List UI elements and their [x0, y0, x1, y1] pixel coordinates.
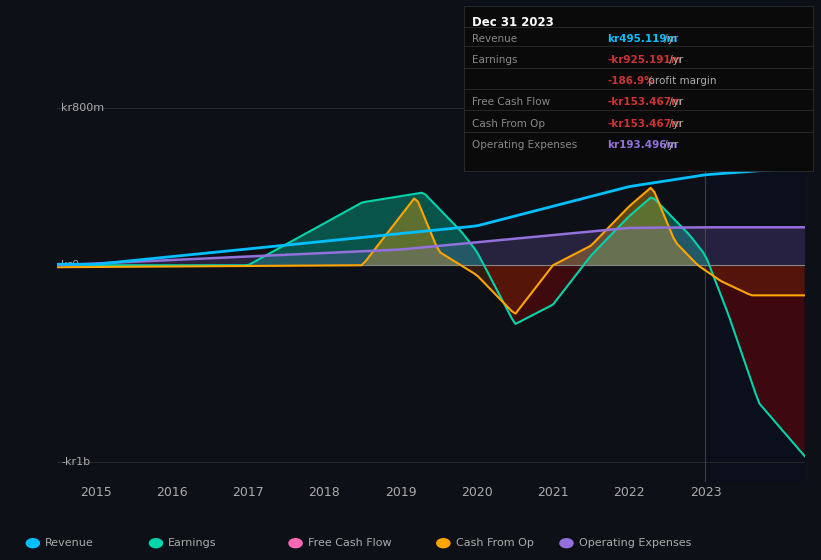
Text: /yr: /yr	[667, 55, 684, 65]
Bar	[705, 78, 805, 482]
Text: -kr925.191m: -kr925.191m	[608, 55, 682, 65]
Text: Dec 31 2023: Dec 31 2023	[472, 16, 554, 29]
Text: -kr1b: -kr1b	[62, 457, 90, 467]
Text: /yr: /yr	[661, 140, 678, 150]
Text: -186.9%: -186.9%	[608, 76, 655, 86]
Text: Cash From Op: Cash From Op	[456, 538, 534, 548]
Text: Free Cash Flow: Free Cash Flow	[472, 97, 550, 108]
Text: profit margin: profit margin	[645, 76, 717, 86]
Text: Revenue: Revenue	[472, 34, 517, 44]
Text: Cash From Op: Cash From Op	[472, 119, 545, 129]
Text: kr800m: kr800m	[62, 103, 104, 113]
Text: kr0: kr0	[62, 260, 80, 270]
Text: Earnings: Earnings	[168, 538, 217, 548]
Text: Free Cash Flow: Free Cash Flow	[308, 538, 392, 548]
Text: Revenue: Revenue	[45, 538, 94, 548]
Text: kr193.496m: kr193.496m	[608, 140, 678, 150]
Text: /yr: /yr	[667, 97, 684, 108]
Text: Operating Expenses: Operating Expenses	[579, 538, 691, 548]
Text: kr495.119m: kr495.119m	[608, 34, 678, 44]
Text: -kr153.467m: -kr153.467m	[608, 97, 682, 108]
Text: Earnings: Earnings	[472, 55, 517, 65]
Text: /yr: /yr	[661, 34, 678, 44]
Text: -kr153.467m: -kr153.467m	[608, 119, 682, 129]
Text: /yr: /yr	[667, 119, 684, 129]
Text: Operating Expenses: Operating Expenses	[472, 140, 577, 150]
